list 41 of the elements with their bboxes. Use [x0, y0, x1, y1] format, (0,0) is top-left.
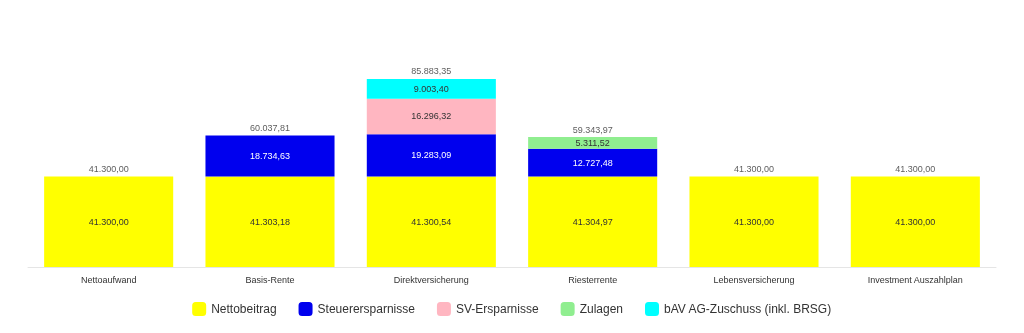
legend-label: Zulagen: [579, 302, 624, 316]
data-label: 5.311,52: [575, 137, 610, 148]
x-tick-label: Lebensversicherung: [713, 274, 795, 285]
bar: [528, 137, 658, 149]
total-label: 60.037,81: [249, 123, 291, 134]
bar: [689, 176, 819, 267]
bar: [528, 176, 658, 267]
data-label: 41.300,00: [88, 216, 129, 227]
total-label: 59.343,97: [572, 124, 613, 135]
x-tick-label: Nettoaufwand: [80, 274, 137, 285]
data-label: 41.303,18: [249, 216, 291, 227]
total-label: 85.883,35: [411, 66, 452, 77]
data-label: 12.727,48: [572, 157, 613, 168]
data-label: 19.283,09: [411, 150, 452, 161]
data-label: 41.304,97: [572, 216, 613, 227]
bar: [366, 98, 496, 135]
data-label: 16.296,32: [411, 111, 452, 122]
bar: [366, 176, 496, 267]
x-tick-label: Riesterrente: [568, 274, 618, 285]
bar: [205, 176, 335, 267]
bar: [366, 78, 496, 99]
bar: [366, 134, 496, 177]
bar: [850, 176, 980, 267]
data-label: 41.300,00: [733, 216, 775, 227]
total-label: 41.300,00: [895, 164, 936, 175]
data-label: 9.003,40: [413, 83, 449, 94]
data-label: 18.734,63: [249, 151, 291, 162]
total-label: 41.300,00: [733, 164, 775, 175]
data-label: 41.300,00: [895, 216, 936, 227]
data-label: 41.300,54: [411, 216, 452, 227]
legend-label: Nettobeitrag: [211, 302, 277, 316]
total-label: 41.300,00: [88, 164, 129, 175]
legend-label: bAV AG-Zuschuss (inkl. BRSG): [664, 302, 832, 316]
bar: [44, 176, 174, 267]
legend-label: SV-Ersparnisse: [455, 302, 539, 316]
x-tick-label: Basis-Rente: [245, 274, 295, 285]
legend-label: Steuerersparnisse: [317, 302, 416, 316]
x-tick-label: Direktversicherung: [393, 274, 469, 285]
bar: [205, 135, 335, 177]
bar: [528, 148, 658, 177]
x-tick-label: Investment Auszahlplan: [867, 274, 963, 285]
